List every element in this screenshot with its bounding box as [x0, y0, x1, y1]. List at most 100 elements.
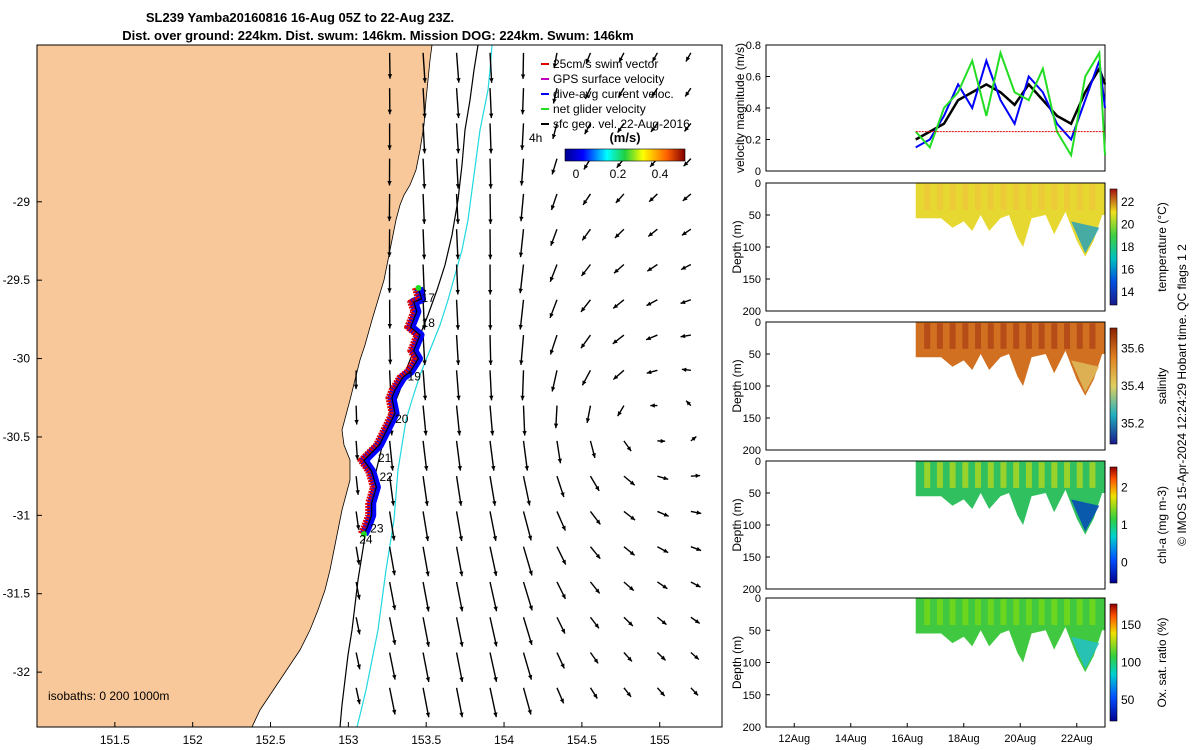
- geo-vector-head-108: [585, 418, 591, 423]
- geo-vector-head-119: [591, 453, 596, 458]
- geo-vector-head-193: [493, 712, 498, 718]
- map-frame: [36, 44, 723, 728]
- geo-vector-head-132: [663, 475, 669, 481]
- section-streak-7: [1013, 323, 1020, 349]
- colorbar-label: chl-a (mg m-3): [1155, 486, 1169, 564]
- geo-vector-head-81: [422, 360, 427, 365]
- geo-vector-head-68: [647, 266, 653, 272]
- day-label-23: 23: [370, 522, 384, 536]
- geo-vector-head-175: [628, 621, 633, 627]
- geo-vector-51: [422, 229, 425, 260]
- map-y-tick-label: -32: [13, 665, 31, 679]
- section-streak-5: [987, 323, 994, 349]
- geo-vector-head-18: [651, 91, 656, 97]
- section-streak-2: [949, 184, 956, 210]
- depth-tick-label: 0: [755, 456, 761, 468]
- section-streak-8: [1025, 599, 1032, 626]
- geo-vector-head-158: [425, 606, 430, 612]
- geo-vector-128: [522, 476, 531, 506]
- geo-vector-54: [519, 229, 525, 258]
- geo-vector-head-17: [618, 92, 623, 98]
- section-streak-1: [936, 462, 943, 488]
- geo-vector-head-29: [684, 126, 689, 132]
- geo-vector-head-196: [593, 693, 598, 699]
- geo-vector-head-85: [549, 349, 554, 355]
- depth-panel-2: 0 50 100 150 200 Depth (m) 0 1 2 chl-a (mg m-3): [730, 456, 1169, 596]
- geo-vector-head-192: [459, 712, 464, 718]
- geo-vector-head-176: [661, 620, 667, 625]
- geo-vector-head-110: [650, 403, 655, 408]
- section-streak-0: [924, 184, 931, 210]
- geo-vector-head-47: [615, 198, 621, 203]
- colorbar-tick-label: 22: [1121, 195, 1135, 209]
- geo-vector-head-46: [583, 199, 588, 205]
- geo-vector-head-142: [630, 515, 636, 521]
- geo-vector-head-134: [355, 525, 361, 530]
- geo-vector-head-49: [682, 196, 688, 201]
- geo-vector-head-126: [458, 501, 463, 506]
- geo-vector-74: [519, 299, 525, 330]
- geo-vector-150: [522, 546, 533, 576]
- map-land: [37, 45, 433, 727]
- geo-vector-head-180: [425, 677, 431, 682]
- section-streak-0: [924, 599, 931, 626]
- ts-x-tick-label: 18Aug: [948, 733, 980, 745]
- geo-vector-head-7: [619, 57, 624, 63]
- geo-vector-head-178: [356, 664, 361, 670]
- geo-vector-head-2: [456, 78, 461, 83]
- ts-x-tick-label: 20Aug: [1004, 733, 1036, 745]
- footer-credit: © IMOS 15-Apr-2024 12:24:29 Hobart time.…: [1175, 244, 1189, 546]
- geo-vector-21: [422, 123, 426, 154]
- geo-vector-head-194: [527, 709, 532, 715]
- geo-vector-62: [455, 264, 459, 295]
- depth-tick-label: 200: [743, 722, 761, 734]
- section-streak-4: [975, 462, 982, 488]
- geo-vector-168: [388, 617, 396, 645]
- geo-vector-138: [489, 511, 497, 541]
- geo-vector-head-37: [616, 162, 622, 168]
- geo-vector-head-164: [628, 586, 634, 591]
- geo-vector-head-143: [663, 512, 669, 517]
- geo-vector-head-21: [422, 148, 427, 154]
- geo-vector-81: [422, 335, 426, 366]
- geo-vector-head-156: [356, 594, 361, 600]
- geo-vector-head-98: [613, 374, 619, 380]
- geo-vector-head-79: [680, 299, 686, 304]
- geo-vector-148: [455, 546, 463, 577]
- geo-vector-head-0: [387, 74, 393, 79]
- velocity-axes: [765, 44, 1106, 172]
- geo-vector-head-94: [489, 395, 494, 401]
- day-label-18: 18: [422, 316, 436, 330]
- geo-vector-head-5: [552, 63, 558, 69]
- geo-vector-64: [519, 264, 525, 294]
- geo-vector-head-73: [488, 325, 493, 330]
- geo-vector-103: [422, 405, 427, 436]
- section-streak-6: [1000, 184, 1007, 210]
- section-streak-12: [1076, 462, 1083, 488]
- geo-vector-head-62: [455, 289, 460, 295]
- geo-vector-head-191: [425, 712, 431, 718]
- section-streak-5: [987, 462, 994, 488]
- glider-track: [357, 285, 427, 538]
- day-label-24: 24: [359, 533, 373, 547]
- colorbar-tick-label: 1: [1121, 518, 1128, 532]
- track-start: [415, 285, 422, 292]
- geo-vector-head-33: [488, 184, 493, 189]
- depth-ylabel: Depth (m): [730, 220, 744, 273]
- colorbar-tick-label: 35.4: [1121, 379, 1145, 393]
- geo-vector-head-114: [424, 465, 429, 471]
- colorbar-tick-label: 14: [1121, 285, 1135, 299]
- geo-vector-192: [455, 687, 463, 718]
- geo-vector-head-151: [561, 559, 566, 565]
- geo-vector-head-28: [650, 126, 656, 132]
- geo-vector-head-54: [518, 252, 524, 258]
- geo-vector-head-179: [392, 674, 397, 680]
- geo-vector-head-53: [488, 254, 493, 260]
- geo-vector-head-163: [595, 588, 600, 594]
- geo-vector-head-66: [581, 271, 586, 277]
- geo-vector-head-125: [424, 501, 429, 506]
- geo-vector-head-146: [391, 570, 397, 576]
- depth-ylabel: Depth (m): [730, 498, 744, 551]
- geo-vector-head-26: [584, 129, 589, 135]
- map-y-tick-label: -31.5: [3, 587, 31, 601]
